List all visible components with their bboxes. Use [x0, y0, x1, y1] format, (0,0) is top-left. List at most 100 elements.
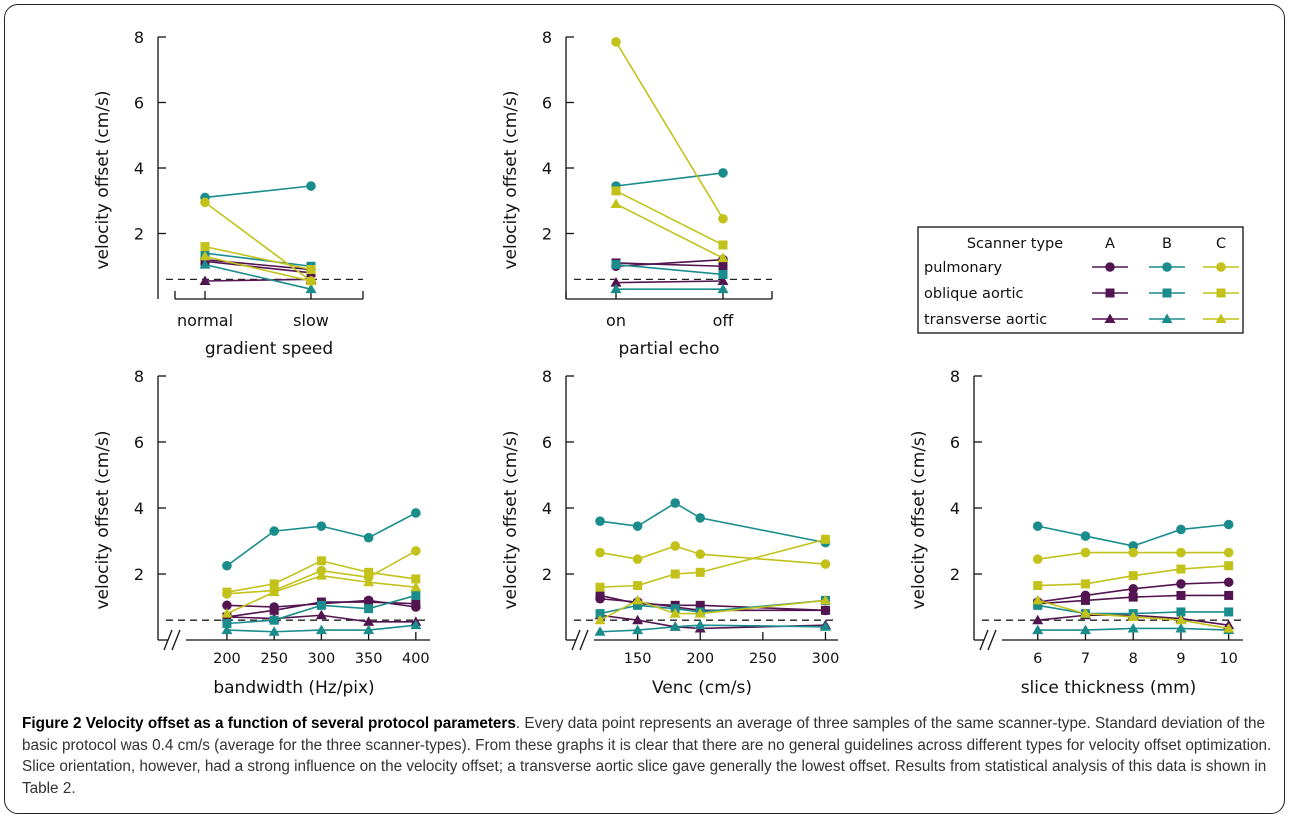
data-point	[1080, 531, 1091, 541]
data-point	[410, 619, 422, 630]
data-point	[1224, 590, 1234, 600]
data-point	[1128, 571, 1138, 581]
x-tick-label: 300	[308, 651, 336, 667]
data-point	[1032, 554, 1043, 564]
x-tick-label: 6	[1033, 651, 1042, 667]
data-point	[669, 621, 681, 631]
y-tick-label: 6	[134, 94, 144, 113]
data-point	[364, 567, 374, 577]
data-point	[1128, 547, 1139, 558]
data-point	[595, 582, 605, 592]
data-point	[718, 168, 728, 178]
series-B-oblique-aortic	[222, 590, 421, 628]
data-point	[200, 197, 210, 208]
data-point	[1032, 614, 1044, 625]
legend-marker	[1105, 288, 1115, 298]
y-tick-label: 2	[134, 565, 144, 584]
data-point	[694, 608, 706, 618]
data-point	[363, 576, 375, 587]
data-point	[820, 559, 831, 569]
data-point	[1176, 524, 1186, 535]
x-axis-label: slice thickness (mm)	[1021, 678, 1197, 698]
series-B-pulmonary	[611, 168, 728, 191]
data-point	[411, 546, 421, 556]
series-line	[615, 262, 724, 268]
y-axis-label: velocity offset (cm/s)	[93, 90, 113, 269]
series-B-oblique-aortic	[611, 260, 728, 279]
data-point	[1080, 579, 1090, 589]
y-tick-label: 4	[134, 499, 144, 518]
series-A-transverse-aortic	[221, 609, 422, 626]
data-point	[306, 265, 316, 275]
x-tick-label: 8	[1129, 651, 1138, 667]
data-point	[1079, 608, 1091, 618]
series-line	[204, 255, 312, 282]
series-line	[204, 278, 312, 282]
series-C-oblique-aortic	[200, 242, 316, 275]
series-C-pulmonary	[611, 37, 728, 224]
data-point	[315, 570, 327, 580]
series-line	[615, 263, 724, 276]
x-tick-label: on	[606, 311, 626, 330]
data-point	[717, 252, 729, 263]
legend-marker	[1215, 313, 1227, 323]
series-line	[204, 185, 312, 199]
data-point	[820, 534, 830, 544]
y-axis-label: velocity offset (cm/s)	[501, 430, 521, 609]
data-point	[222, 587, 232, 597]
series-line	[615, 190, 724, 246]
x-tick-label: 150	[624, 651, 652, 667]
legend-marker	[1105, 262, 1115, 272]
axis-break-mark	[579, 629, 589, 651]
chart-panel-5: 2 4 6 8 velocity offset (cm/s) 6 7 8 9 10 slice th…	[909, 367, 1243, 698]
y-tick-label: 6	[542, 94, 552, 113]
y-axis-label: velocity offset (cm/s)	[93, 430, 113, 609]
series-B-pulmonary	[1032, 519, 1234, 551]
data-point	[222, 560, 232, 571]
data-point	[1224, 607, 1234, 617]
data-point	[610, 198, 622, 209]
data-point	[1127, 622, 1139, 633]
data-point	[694, 619, 706, 630]
data-point	[594, 614, 606, 625]
series-B-pulmonary	[200, 181, 316, 203]
series-A-transverse-aortic	[610, 275, 729, 287]
data-point	[411, 508, 421, 518]
series-C-oblique-aortic	[611, 186, 728, 250]
data-point	[1223, 519, 1234, 530]
series-B-transverse-aortic	[199, 259, 317, 294]
series-B-pulmonary	[595, 498, 831, 548]
data-point	[1176, 607, 1186, 617]
y-tick-label: 8	[950, 367, 960, 386]
chart-panel-2: 2 4 6 8 velocity offset (cm/s) on off partial e…	[501, 28, 773, 359]
series-B-pulmonary	[222, 508, 421, 571]
figure-frame	[4, 4, 1285, 814]
data-point	[363, 616, 375, 626]
data-point	[306, 181, 316, 191]
series-C-transverse-aortic	[594, 594, 831, 625]
data-point	[221, 608, 233, 618]
data-point	[669, 608, 681, 618]
x-tick-label: 250	[749, 651, 777, 667]
data-point	[222, 600, 232, 611]
axis-break-mark	[571, 629, 581, 651]
chart-panel-1: 2 4 6 8 velocity offset (cm/s) normal slow grad…	[93, 28, 364, 359]
series-line	[204, 252, 312, 268]
data-point	[316, 600, 326, 610]
data-point	[411, 590, 421, 600]
data-point	[632, 624, 644, 635]
legend-type-A: A	[1105, 236, 1115, 252]
y-tick-label: 4	[542, 159, 552, 178]
legend-marker	[1104, 313, 1116, 323]
legend-label-oblique-aortic: oblique aortic	[924, 286, 1023, 302]
series-C-transverse-aortic	[221, 570, 422, 618]
data-point	[717, 275, 729, 285]
series-line	[615, 280, 724, 284]
series-A-transverse-aortic	[594, 609, 831, 633]
x-tick-label: 7	[1081, 651, 1090, 667]
y-tick-label: 6	[950, 433, 960, 452]
data-point	[305, 275, 317, 285]
series-B-transverse-aortic	[1032, 622, 1235, 635]
legend-marker	[1216, 262, 1226, 272]
data-point	[1223, 622, 1235, 633]
